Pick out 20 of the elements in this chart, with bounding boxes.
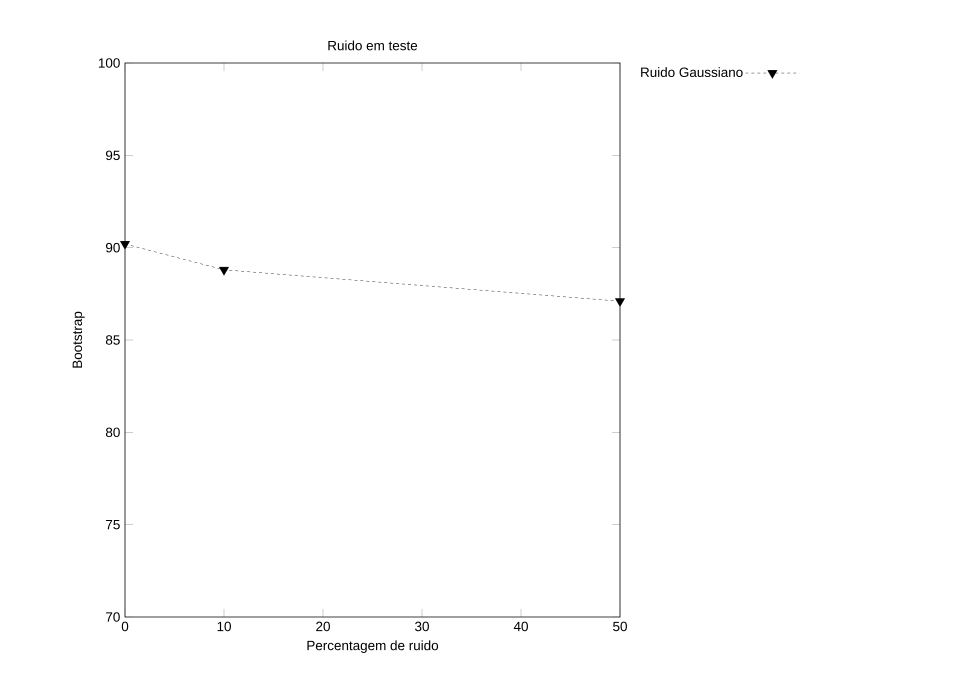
- y-tick-label: 100: [98, 58, 120, 68]
- x-tick-label: 40: [514, 622, 528, 632]
- x-axis-title: Percentagem de ruido: [307, 640, 438, 653]
- chart-title: Ruido em teste: [328, 40, 418, 50]
- x-tick-label: 50: [613, 622, 627, 632]
- y-tick-label: 95: [106, 150, 120, 160]
- legend-label: Ruido Gaussiano: [641, 67, 743, 78]
- y-tick-label: 85: [106, 335, 120, 345]
- x-tick-label: 30: [415, 622, 429, 632]
- x-tick-label: 10: [218, 622, 231, 632]
- point: [615, 298, 625, 307]
- y-tick-label: 70: [106, 612, 120, 622]
- point: [219, 266, 229, 276]
- point: [120, 241, 130, 250]
- y-tick-label: 90: [106, 242, 120, 252]
- x-tick-label: 20: [316, 622, 330, 632]
- y-axis-title: Bootstrap: [72, 312, 85, 368]
- y-tick-label: 80: [106, 428, 120, 438]
- y-tick-label: 75: [106, 520, 120, 530]
- x-tick-label: 0: [122, 622, 128, 632]
